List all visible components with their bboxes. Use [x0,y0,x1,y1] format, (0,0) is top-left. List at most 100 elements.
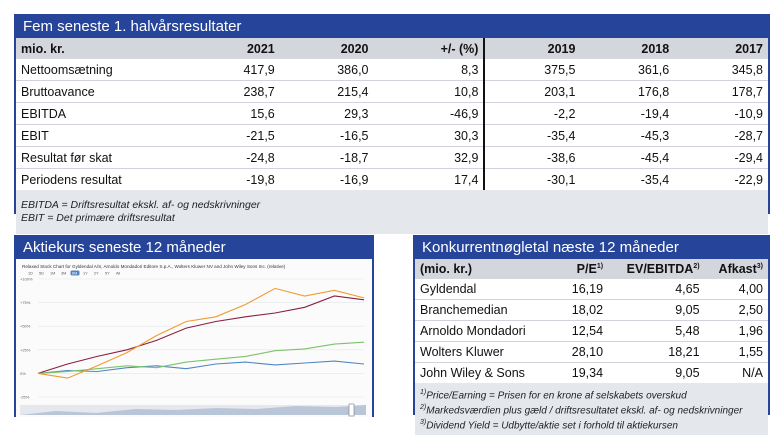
table-row: Periodens resultat -19,8 -16,9 17,4 -30,… [16,168,768,190]
row-label: Wolters Kluwer [415,341,560,363]
row-label: Bruttoavance [16,80,186,103]
table-row: Gyldendal 16,19 4,65 4,00 [415,279,768,300]
y-tick-label: 0% [20,371,26,376]
cell: 17,4 [373,168,486,190]
header-label: (mio. kr.) [415,259,560,279]
table-row: Branchemedian 18,02 9,05 2,50 [415,299,768,321]
table-header: (mio. kr.) P/E1) EV/EBITDA2) Afkast3) [415,259,768,279]
series-line-2 [37,295,365,374]
cell: 9,05 [608,362,705,383]
range-button-label: All [116,272,120,276]
header-ev-ebitda: EV/EBITDA2) [608,259,705,279]
competitor-footnotes: 1)Price/Earning = Prisen for en krone af… [415,383,768,435]
cell: 12,54 [560,320,609,342]
cell: 16,19 [571,282,604,296]
cell: -22,9 [674,168,768,190]
cell: -18,7 [279,146,374,169]
cell: 5,48 [608,320,705,342]
range-button-6M[interactable] [70,270,80,276]
stock-chart-panel: Aktiekurs seneste 12 måneder Relaxed Sto… [14,235,374,417]
cell: 18,02 [560,299,609,321]
cell: 15,6 [186,102,280,125]
cell: -29,4 [674,146,768,169]
navigator-handle[interactable] [348,403,355,417]
cell: 32,9 [373,146,486,169]
footnote: 1)Price/Earning = Prisen for en krone af… [420,389,687,402]
table-row: EBIT -21,5 -16,5 30,3 -35,4 -45,3 -28,7 [16,124,768,147]
range-button-label: 1Y [83,272,88,276]
cell: 238,7 [186,80,280,103]
header-2021: 2021 [186,38,280,59]
table-row: Resultat før skat -24,8 -18,7 32,9 -38,6… [16,146,768,169]
footnote: 2)Markedsværdien plus gæld / driftsresul… [420,403,743,417]
range-button-label: 2Y [94,272,99,276]
row-label: Gyldendal [420,282,477,296]
cell: 29,3 [279,102,374,125]
header-2018: 2018 [580,38,675,59]
row-label: EBITDA [16,102,186,125]
cell: 215,4 [279,80,374,103]
chart-area: Relaxed Stock Chart for Gyldendal A/S, A… [16,259,372,417]
cell: -16,5 [279,124,374,147]
series-line-3 [37,341,365,374]
table-row: Wolters Kluwer 28,10 18,21 1,55 [415,341,768,363]
row-label: Arnoldo Mondadori [415,320,560,342]
y-tick-label: +50% [20,324,31,329]
halfyear-results-panel: Fem seneste 1. halvårsresultater mio. kr… [14,14,770,234]
cell: -2,2 [484,102,581,125]
range-button-label: 6M [72,272,77,276]
competitor-panel: Konkurrentnøgletal næste 12 måneder (mio… [413,235,770,435]
cell: -28,7 [674,124,768,147]
table-row: Bruttoavance 238,7 215,4 10,8 203,1 176,… [16,80,768,103]
table-row: EBITDA 15,6 29,3 -46,9 -2,2 -19,4 -10,9 [16,102,768,125]
chart-title: Relaxed Stock Chart for Gyldendal A/S, A… [22,264,286,269]
cell: -19,4 [580,102,675,125]
footnote: EBIT = Det primære driftsresultat [21,212,175,224]
cell: -38,6 [484,146,581,169]
cell: N/A [704,362,768,383]
y-tick-label: -25% [20,395,30,400]
y-tick-label: +100% [20,277,33,282]
cell: 1,55 [704,341,768,363]
cell: -45,4 [580,146,675,169]
cell: 176,8 [580,80,675,103]
row-label: EBIT [16,124,186,147]
range-button-label: 1D [28,272,33,276]
header-label: mio. kr. [16,38,186,59]
results-table: mio. kr. 2021 2020 +/- (%) 2019 2018 201… [16,38,768,190]
header-2019: 2019 [484,38,581,59]
cell: -19,8 [186,168,280,190]
competitor-table: (mio. kr.) P/E1) EV/EBITDA2) Afkast3) Gy… [415,259,768,383]
row-label: Resultat før skat [16,146,186,169]
footnote: EBITDA = Driftsresultat ekskl. af- og ne… [21,199,261,211]
table-header: mio. kr. 2021 2020 +/- (%) 2019 2018 201… [16,38,768,59]
cell: -10,9 [674,102,768,125]
series-line-1 [37,360,365,374]
results-footnotes: EBITDA = Driftsresultat ekskl. af- og ne… [16,190,768,234]
header-yield: Afkast3) [704,259,768,279]
cell: 375,5 [544,62,576,77]
cell: -46,9 [373,102,486,125]
cell: -35,4 [580,168,675,190]
cell: 345,8 [731,62,763,77]
cell: 10,8 [373,80,486,103]
cell: -35,4 [484,124,581,147]
cell: 417,9 [243,62,275,77]
row-label: Branchemedian [415,299,560,321]
cell: 18,21 [608,341,705,363]
cell: 19,34 [560,362,609,383]
cell: 9,05 [608,299,705,321]
cell: -45,3 [580,124,675,147]
row-label: Periodens resultat [16,168,186,190]
range-button-label: 1M [50,272,55,276]
series-line-4 [37,287,365,379]
cell: -24,8 [186,146,280,169]
cell: 28,10 [560,341,609,363]
y-tick-label: +25% [20,347,31,352]
cell: -21,5 [186,124,280,147]
table-row: Arnoldo Mondadori 12,54 5,48 1,96 [415,320,768,342]
cell: 4,65 [675,282,700,296]
navigator-area [20,405,366,415]
cell: 4,00 [738,282,763,296]
stock-chart: Relaxed Stock Chart for Gyldendal A/S, A… [20,264,366,417]
